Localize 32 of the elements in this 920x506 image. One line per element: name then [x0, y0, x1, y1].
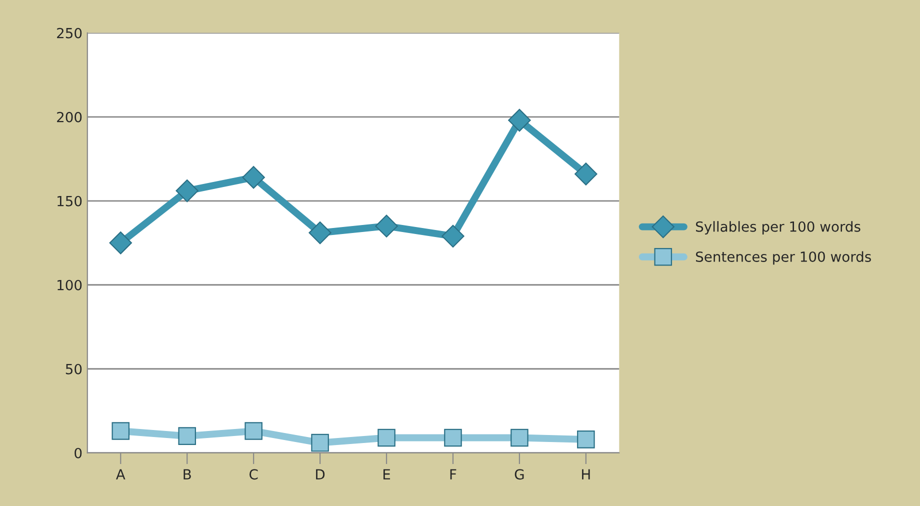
point	[244, 422, 262, 440]
point	[112, 422, 130, 440]
x-tick-label: E	[383, 469, 390, 480]
y-tick-label: 250	[57, 28, 82, 38]
y-tick-label: 100	[58, 280, 82, 290]
point	[442, 224, 464, 248]
x-tick-label: A	[116, 469, 126, 480]
legend-label: Syllables per 100 words	[696, 221, 860, 235]
x-tick-label: B	[184, 469, 191, 480]
y-tick-label: 150	[58, 196, 82, 206]
x-tick-label: H	[582, 469, 590, 480]
point	[508, 108, 531, 132]
point	[444, 428, 462, 447]
y-tick-label: 200	[57, 112, 82, 122]
y-tick-label: 0	[74, 448, 82, 458]
legend-label: Sentences per 100 words	[696, 251, 871, 265]
point	[178, 427, 196, 445]
point	[574, 162, 598, 186]
point	[176, 179, 198, 202]
point	[311, 434, 329, 452]
point	[577, 430, 595, 448]
x-tick-label: G	[514, 469, 524, 480]
point	[375, 214, 398, 238]
point	[378, 428, 396, 447]
x-tick-label: C	[250, 469, 258, 480]
y-tick-label: 50	[66, 364, 82, 374]
point	[308, 221, 332, 244]
point	[510, 428, 528, 447]
x-tick-label: D	[316, 469, 325, 480]
point	[242, 166, 265, 189]
point	[109, 232, 132, 254]
x-tick-label: F	[450, 469, 456, 480]
